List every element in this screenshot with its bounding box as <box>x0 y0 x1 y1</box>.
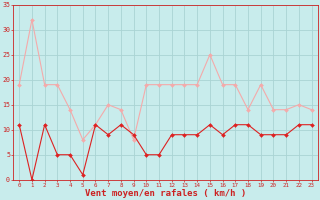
X-axis label: Vent moyen/en rafales ( km/h ): Vent moyen/en rafales ( km/h ) <box>85 189 246 198</box>
